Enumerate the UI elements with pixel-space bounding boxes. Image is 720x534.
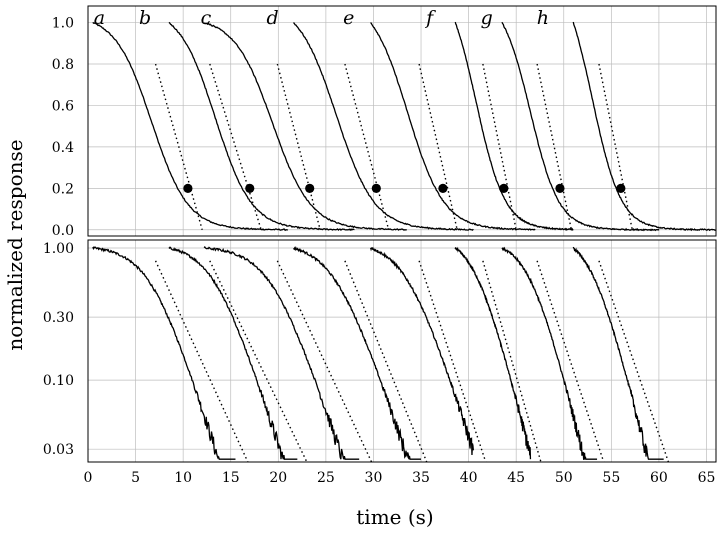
top-fit-h [598, 63, 633, 230]
top-y-tick-labels: 0.0 0.2 0.4 0.6 0.8 1.0 [52, 16, 74, 239]
marker-e [438, 183, 448, 193]
top-fit-d [344, 63, 390, 230]
bottom-curve-h [572, 246, 664, 460]
y-axis-label: normalized response [3, 139, 27, 350]
x-tick-label-1: 5 [131, 470, 140, 486]
bottom-curves [92, 246, 664, 460]
top-curve-e [370, 22, 536, 231]
marker-a [183, 183, 193, 193]
x-tick-label-2: 10 [174, 470, 192, 486]
top-curve-c [203, 22, 407, 231]
bottom-curve-d [293, 246, 422, 460]
x-tick-label-5: 25 [317, 470, 335, 486]
top-curve-f [454, 21, 574, 231]
top-y-tick-label-1: 0.2 [52, 181, 74, 197]
marker-d [371, 183, 381, 193]
top-fit-e [418, 63, 458, 230]
top-curve-h [572, 21, 717, 232]
x-tick-label-0: 0 [84, 470, 93, 486]
curve-letter-g: g [481, 7, 493, 29]
x-axis-label: time (s) [356, 505, 433, 529]
bottom-y-tick-label-3: 1.00 [43, 241, 74, 257]
bottom-fit-g [536, 260, 605, 463]
top-fit-f [482, 63, 517, 230]
marker-b [245, 183, 255, 193]
bottom-fit-c [276, 260, 373, 463]
x-tick-label-6: 30 [365, 470, 383, 486]
x-tick-label-8: 40 [460, 470, 478, 486]
x-tick-label-9: 45 [507, 470, 525, 486]
bottom-y-tick-label-2: 0.30 [43, 310, 74, 326]
top-curve-b [168, 21, 355, 232]
top-curve-a [92, 21, 289, 232]
top-panel: a b c d e f g h 0.0 0.2 0.4 0.6 0.8 1.0 [52, 5, 717, 239]
bottom-fit-a [154, 260, 249, 463]
bottom-curve-g [501, 246, 598, 460]
marker-h [616, 183, 626, 193]
bottom-fit-d [344, 260, 428, 463]
bottom-plot-frame [87, 239, 717, 463]
x-tick-label-3: 15 [222, 470, 240, 486]
x-tick-label-10: 50 [555, 470, 573, 486]
top-fit-c [276, 63, 321, 230]
curve-letter-b: b [139, 7, 151, 29]
curve-letter-e: e [343, 7, 354, 29]
top-fit-a [154, 63, 203, 230]
top-gridlines [87, 6, 716, 236]
top-y-tick-label-2: 0.4 [52, 140, 74, 156]
bottom-curve-e [369, 247, 475, 456]
top-plot-frame [87, 5, 717, 237]
top-y-tick-label-3: 0.6 [52, 98, 74, 114]
curve-letter-d: d [267, 7, 279, 29]
bottom-curve-f [454, 246, 532, 460]
bottom-curve-c [203, 246, 360, 460]
x-tick-label-13: 65 [698, 470, 716, 486]
bottom-y-tick-labels: 0.03 0.10 0.30 1.00 [43, 241, 74, 458]
top-curves [92, 21, 717, 232]
marker-g [555, 183, 565, 193]
top-curve-g [501, 21, 660, 232]
bottom-fit-b [209, 260, 308, 463]
bottom-fit-f [482, 260, 542, 463]
curve-letter-h: h [537, 7, 549, 29]
top-y-tick-label-0: 0.0 [52, 223, 74, 239]
top-y-tick-label-4: 0.8 [52, 57, 74, 73]
curve-letter-a: a [94, 7, 105, 29]
x-tick-label-7: 35 [412, 470, 430, 486]
curve-letter-c: c [201, 7, 212, 29]
bottom-fit-e [418, 260, 487, 463]
x-tick-label-11: 55 [602, 470, 620, 486]
bottom-gridlines [87, 240, 716, 462]
bottom-curve-a [92, 246, 236, 460]
bottom-y-tick-label-0: 0.03 [43, 442, 74, 458]
x-tick-labels: 0 5 10 15 20 25 30 35 40 45 50 55 60 65 [84, 470, 716, 486]
curve-letters: a b c d e f g h [94, 7, 549, 29]
top-fit-g [536, 63, 573, 230]
marker-c [305, 183, 315, 193]
bottom-fit-lines [154, 260, 670, 463]
bottom-curve-b [168, 246, 298, 460]
x-tick-label-12: 60 [650, 470, 668, 486]
top-curve-d [293, 22, 474, 231]
top-y-tick-label-5: 1.0 [52, 16, 74, 32]
top-fit-lines [154, 63, 633, 230]
bottom-y-tick-label-1: 0.10 [43, 373, 74, 389]
curve-letter-f: f [424, 7, 436, 29]
x-tick-label-4: 20 [269, 470, 287, 486]
marker-f [499, 183, 509, 193]
bottom-fit-h [598, 260, 670, 463]
top-fit-b [209, 63, 262, 230]
bottom-panel: 0.03 0.10 0.30 1.00 [43, 239, 717, 463]
top-markers [183, 183, 626, 193]
